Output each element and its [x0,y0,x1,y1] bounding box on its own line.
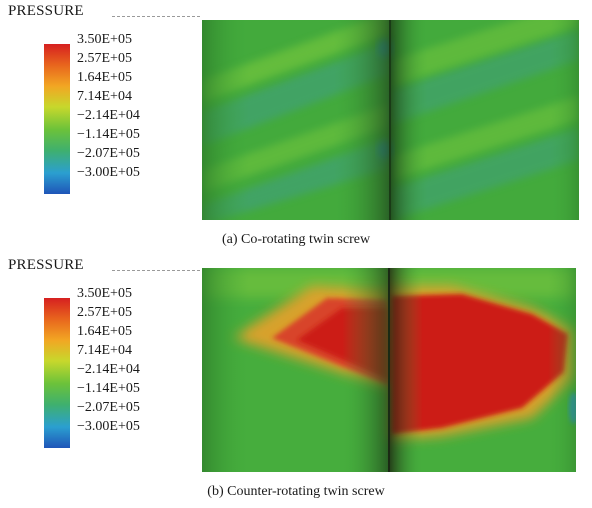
panel-co-rotating: PRESSURE 3.50E+05 2.57E+05 1.64E+05 7.14… [0,0,592,250]
legend-label: 7.14E+04 [77,89,132,104]
legend-label: −1.14E+05 [77,381,140,396]
legend-label: −2.07E+05 [77,400,140,415]
legend-label: −2.14E+04 [77,108,140,123]
pressure-field-counter-rotating [202,268,576,472]
figure-caption: (a) Co-rotating twin screw [221,232,371,247]
legend-label-max: 3.50E+05 [77,32,132,47]
legend-label-max: 3.50E+05 [77,286,132,301]
legend-label: 2.57E+05 [77,305,132,320]
legend-label: −2.14E+04 [77,362,140,377]
legend-label-min: −3.00E+05 [77,419,140,434]
legend-label: 7.14E+04 [77,343,132,358]
legend-label-min: −3.00E+05 [77,165,140,180]
legend-label: 2.57E+05 [77,51,132,66]
pressure-field-co-rotating [202,20,579,220]
legend-label: 1.64E+05 [77,70,132,85]
legend-labels: 3.50E+05 2.57E+05 1.64E+05 7.14E+04 −2.1… [77,32,197,192]
figure-caption: (b) Counter-rotating twin screw [207,484,385,499]
pressure-color-scale [44,44,70,194]
title-underline [112,16,200,17]
legend-label: 1.64E+05 [77,324,132,339]
legend-labels: 3.50E+05 2.57E+05 1.64E+05 7.14E+04 −2.1… [77,286,197,446]
panel-title: PRESSURE [8,257,84,273]
panel-counter-rotating: PRESSURE 3.50E+05 2.57E+05 1.64E+05 7.14… [0,254,592,504]
title-underline [112,270,200,271]
panel-title: PRESSURE [8,3,84,19]
legend-label: −1.14E+05 [77,127,140,142]
pressure-color-scale [44,298,70,448]
legend-label: −2.07E+05 [77,146,140,161]
